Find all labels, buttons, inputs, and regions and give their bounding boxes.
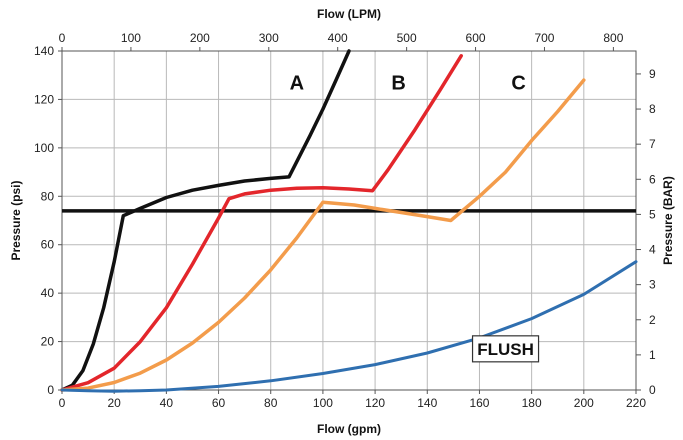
- grid: [61, 50, 637, 391]
- x-tick-label: 180: [522, 396, 542, 410]
- series-line-b: [60, 54, 463, 392]
- y2-tick-label: 0: [649, 383, 656, 397]
- flush-label: FLUSH: [477, 340, 534, 359]
- y-tick-label: 120: [34, 92, 54, 106]
- y-tick-label: 80: [41, 189, 55, 203]
- x-tick-label: 60: [212, 396, 226, 410]
- x-axis-title: Flow (gpm): [317, 422, 381, 436]
- x-tick-label: 120: [365, 396, 385, 410]
- y2-tick-label: 8: [649, 102, 656, 116]
- y2-tick-label: 6: [649, 172, 656, 186]
- x2-axis-title: Flow (LPM): [317, 7, 381, 21]
- y2-axis-title: Pressure (BAR): [661, 176, 675, 265]
- y2-tick-label: 4: [649, 243, 656, 257]
- y-tick-label: 140: [34, 44, 54, 58]
- y-tick-label: 60: [41, 238, 55, 252]
- x2-tick-label: 100: [121, 31, 141, 45]
- series-line-c: [60, 78, 586, 392]
- curve-label-b: B: [391, 72, 405, 94]
- y-axis-title: Pressure (psi): [9, 180, 23, 260]
- x-axis-lpm: 0 100 200 300 400 500 600 700 800: [59, 31, 624, 51]
- x-tick-label: 80: [264, 396, 278, 410]
- x-tick-label: 200: [574, 396, 594, 410]
- series-line-a: [60, 49, 351, 392]
- x-tick-label: 100: [313, 396, 333, 410]
- annotations: A B C FLUSH: [290, 72, 540, 363]
- x-tick-label: 160: [469, 396, 489, 410]
- plot-frame: [61, 50, 637, 391]
- y-tick-label: 40: [41, 286, 55, 300]
- series-line-flush: [60, 260, 638, 393]
- y2-tick-label: 3: [649, 278, 656, 292]
- curve-label-a: A: [290, 72, 304, 94]
- x2-tick-label: 700: [534, 31, 554, 45]
- x-tick-label: 20: [108, 396, 122, 410]
- y-axis-bar: 0 1 2 3 4 5 6 7 8 9: [636, 67, 656, 397]
- x-tick-label: 220: [626, 396, 646, 410]
- y2-tick-label: 5: [649, 207, 656, 221]
- curve-label-c: C: [511, 72, 525, 94]
- x2-tick-label: 0: [59, 31, 66, 45]
- x-axis-gpm: 0 20 40 60 80 100 120 140 160 180 200 220: [59, 390, 646, 410]
- y2-tick-label: 9: [649, 67, 656, 81]
- x-tick-label: 0: [59, 396, 66, 410]
- y-tick-label: 100: [34, 141, 54, 155]
- flush-label-box: [471, 335, 540, 363]
- y-tick-label: 20: [41, 335, 55, 349]
- y2-tick-label: 2: [649, 313, 656, 327]
- x2-tick-label: 400: [328, 31, 348, 45]
- x2-tick-label: 800: [603, 31, 623, 45]
- x2-tick-label: 500: [397, 31, 417, 45]
- y2-tick-label: 7: [649, 137, 656, 151]
- series: [60, 49, 638, 393]
- x2-tick-label: 600: [466, 31, 486, 45]
- x2-tick-label: 200: [190, 31, 210, 45]
- y-axis-psi: 0 20 40 60 80 100 120 140: [34, 44, 62, 397]
- y-tick-label: 0: [47, 383, 54, 397]
- y2-tick-label: 1: [649, 348, 656, 362]
- x-tick-label: 140: [417, 396, 437, 410]
- x-tick-label: 40: [160, 396, 174, 410]
- x2-tick-label: 300: [259, 31, 279, 45]
